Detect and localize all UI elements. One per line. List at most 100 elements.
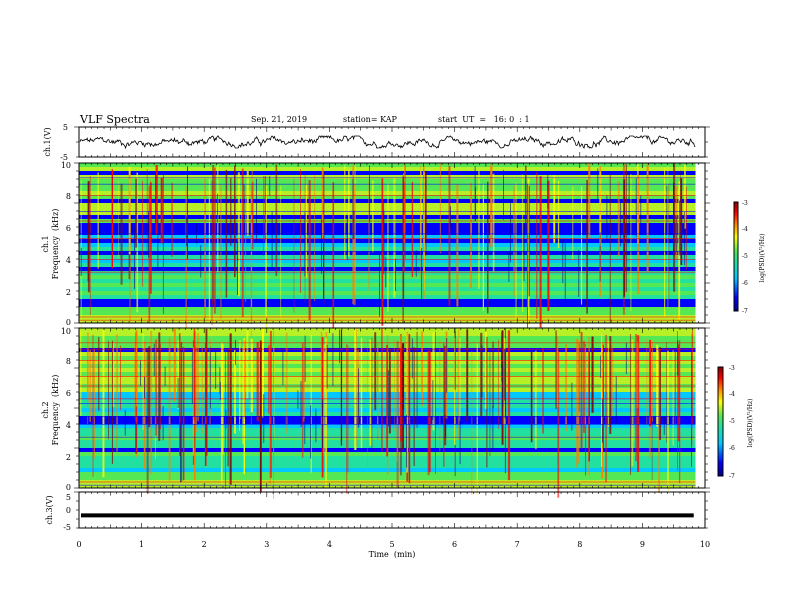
ch2-spec-dropout — [446, 338, 448, 393]
ch2-spec-streak — [116, 334, 118, 452]
ch2-spec-dropout — [310, 405, 312, 459]
ch1-spec-streak — [470, 183, 472, 289]
ch1-spec-streak — [664, 167, 666, 317]
ch2-spec-streak — [577, 339, 580, 464]
ch2-spec-streak — [651, 340, 653, 422]
ch1-spec-streak — [490, 164, 493, 247]
ch1-spec-streak — [623, 179, 626, 297]
ch1-spec-streak — [405, 164, 406, 260]
ch1-spec-dropout — [269, 175, 271, 196]
ch2-spec-dropout — [322, 398, 323, 449]
ch2-spec-streak — [631, 339, 634, 467]
ch1-spec-band — [79, 231, 696, 236]
time-tick-label: 6 — [452, 540, 457, 549]
ch2-spec-streak — [244, 340, 246, 419]
ch1-spec-band — [79, 319, 696, 324]
ch2-spec-tone-line — [79, 484, 696, 486]
time-axis-label: Time (min) — [369, 550, 416, 559]
ch2-spec-tone-line — [79, 398, 696, 400]
ch2-spec-band — [79, 484, 696, 489]
ch2-spec-streak — [602, 344, 604, 449]
ch2-spec-tone-line — [79, 376, 696, 377]
ch1-cb-tick-m4: -4 — [742, 226, 748, 233]
ch1-spec-streak — [353, 184, 356, 306]
time-tick-label: 10 — [700, 540, 710, 549]
ch1-spec-streak — [680, 178, 683, 265]
ch1-spec-streak — [280, 185, 282, 319]
ch3-waveform-panel: 5 0 -5 ch.3(V) 0 1 2 3 4 5 6 7 8 9 10 Time (min) — [45, 491, 710, 559]
ch2-spec-streak — [691, 334, 693, 446]
ch2-cb-tick-m7: -7 — [729, 473, 735, 480]
ch2-spec-dropout — [332, 333, 334, 387]
ch2-colorbar: -3 -4 -5 -6 -7 log(PSD)(V²/Hz) — [717, 365, 754, 480]
ch1-spec-band — [79, 183, 696, 188]
ch1-spec-band — [79, 163, 696, 168]
ch2-spec-streak — [325, 338, 327, 489]
ch2-spec-streak — [659, 347, 661, 440]
ch2-spec-ytick-8: 8 — [66, 357, 71, 366]
ch2-spec-streak — [396, 351, 398, 462]
ch2-spec-streak — [555, 330, 557, 409]
ch2-spec-dropout — [225, 409, 227, 429]
ch1-spec-dropout — [508, 252, 510, 282]
ch2-spec-streak — [400, 347, 403, 442]
ch2-spec-dropout — [432, 380, 434, 421]
ch1-spec-streak — [97, 172, 99, 269]
ch2-spec-dropout — [445, 415, 446, 439]
ch1-spec-streak — [478, 171, 480, 289]
ch2-spec-streak — [374, 332, 377, 411]
ch1-spec-band — [79, 223, 696, 228]
ch1-spec-streak — [314, 175, 316, 302]
header-station: station= KAP — [343, 115, 398, 124]
ch2-spec-dropout — [315, 408, 317, 443]
ch2-spec-ytick-2: 2 — [66, 453, 71, 462]
ch2-spec-blank-end — [695, 328, 705, 488]
ch1-spec-ylabel-2: Frequency (kHz) — [51, 209, 60, 280]
ch1-spec-streak — [553, 175, 556, 243]
ch1-spec-dropout — [679, 200, 680, 256]
ch2-spec-streak — [220, 342, 223, 484]
ch2-spec-dropout — [615, 375, 617, 425]
ch1-spec-dropout — [578, 250, 580, 297]
ch2-spec-streak — [367, 336, 368, 473]
ch1-spec-streak — [425, 170, 427, 256]
ch1-spec-streak — [456, 184, 459, 307]
ch1-spec-dropout — [523, 223, 525, 282]
ch1-spec-streak — [136, 172, 139, 313]
ch2-spec-streak — [630, 334, 631, 475]
ch2-spec-band — [79, 328, 696, 333]
ch2-spec-streak — [193, 328, 196, 421]
ch1-spec-streak — [211, 181, 213, 326]
ch1-spec-band — [79, 287, 696, 292]
ch2-spec-streak — [406, 333, 408, 473]
ch1-spec-band — [79, 259, 696, 264]
ch2-spec-streak — [160, 343, 161, 430]
ch2-spec-streak — [636, 341, 639, 409]
ch2-spec-streak — [303, 341, 305, 422]
ch1-spec-streak — [680, 170, 681, 256]
ch2-spec-streak — [633, 348, 635, 442]
ch2-spec-dropout — [501, 331, 503, 368]
ch2-spec-tone-line — [79, 342, 696, 344]
ch1-spec-dropout — [155, 171, 156, 224]
ch2-spec-streak — [204, 342, 207, 466]
ch2-spec-streak — [360, 337, 363, 449]
time-tick-label: 8 — [577, 540, 582, 549]
ch1-spec-dropout — [321, 219, 322, 274]
ch2-spec-streak — [416, 331, 418, 428]
ch1-spec-streak — [160, 177, 163, 244]
ch1-spec-streak — [684, 164, 686, 229]
ch1-spec-band — [79, 191, 696, 196]
ch2-spec-streak — [498, 339, 499, 429]
ch1-spec-band — [79, 251, 696, 256]
ch1-spec-ytick-4: 4 — [66, 256, 71, 265]
ch2-spec-streak — [227, 350, 229, 467]
ch2-spec-streak — [201, 345, 203, 434]
ch2-spec-streak — [486, 336, 488, 468]
ch2-spec-dropout — [177, 378, 179, 408]
ch1-spec-streak — [264, 176, 266, 242]
ch1-colorbar-label: log(PSD)(V²/Hz) — [759, 234, 766, 283]
ch1-spec-dropout — [562, 239, 564, 284]
ch2-spec-streak — [177, 340, 180, 409]
